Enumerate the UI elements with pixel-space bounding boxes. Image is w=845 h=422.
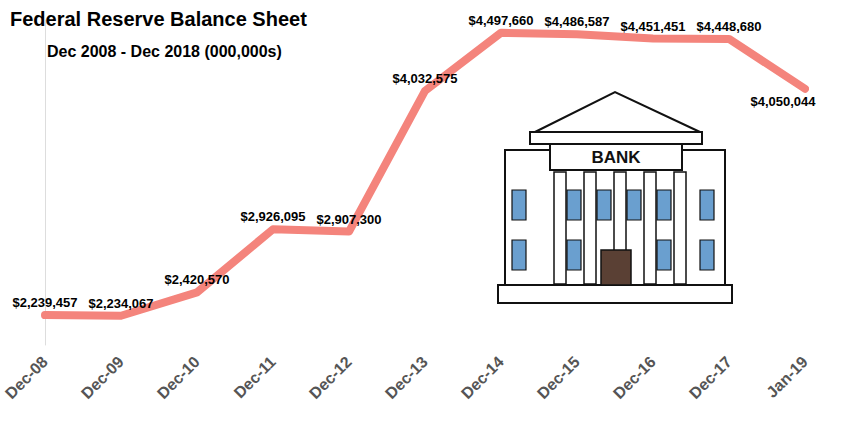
svg-text:Dec-09: Dec-09 — [78, 353, 127, 402]
svg-text:BANK: BANK — [591, 148, 641, 167]
svg-text:$2,234,067: $2,234,067 — [88, 296, 153, 311]
svg-text:Dec-10: Dec-10 — [154, 353, 203, 402]
svg-text:Federal Reserve Balance Sheet: Federal Reserve Balance Sheet — [10, 8, 307, 30]
svg-text:$4,448,680: $4,448,680 — [696, 19, 761, 34]
svg-text:$2,420,570: $2,420,570 — [164, 272, 229, 287]
svg-text:Dec-17: Dec-17 — [686, 353, 735, 402]
svg-text:Dec-08: Dec-08 — [2, 353, 51, 402]
svg-text:$2,926,095: $2,926,095 — [240, 209, 305, 224]
svg-text:Dec 2008 - Dec 2018 (000,000s): Dec 2008 - Dec 2018 (000,000s) — [47, 43, 282, 60]
svg-text:$4,486,587: $4,486,587 — [544, 14, 609, 29]
svg-text:Dec-13: Dec-13 — [382, 353, 431, 402]
svg-text:Dec-15: Dec-15 — [534, 353, 583, 402]
svg-text:$2,239,457: $2,239,457 — [12, 295, 77, 310]
svg-text:$4,451,451: $4,451,451 — [620, 19, 685, 34]
svg-text:$4,050,044: $4,050,044 — [750, 94, 816, 109]
svg-text:Dec-16: Dec-16 — [610, 353, 659, 402]
svg-text:$4,032,575: $4,032,575 — [392, 71, 457, 86]
svg-text:Dec-12: Dec-12 — [306, 353, 355, 402]
svg-text:Jan-19: Jan-19 — [763, 353, 811, 401]
svg-text:$4,497,660: $4,497,660 — [468, 13, 533, 28]
svg-text:Dec-11: Dec-11 — [231, 353, 280, 402]
svg-text:$2,907,300: $2,907,300 — [316, 212, 381, 227]
svg-text:Dec-14: Dec-14 — [458, 353, 507, 402]
